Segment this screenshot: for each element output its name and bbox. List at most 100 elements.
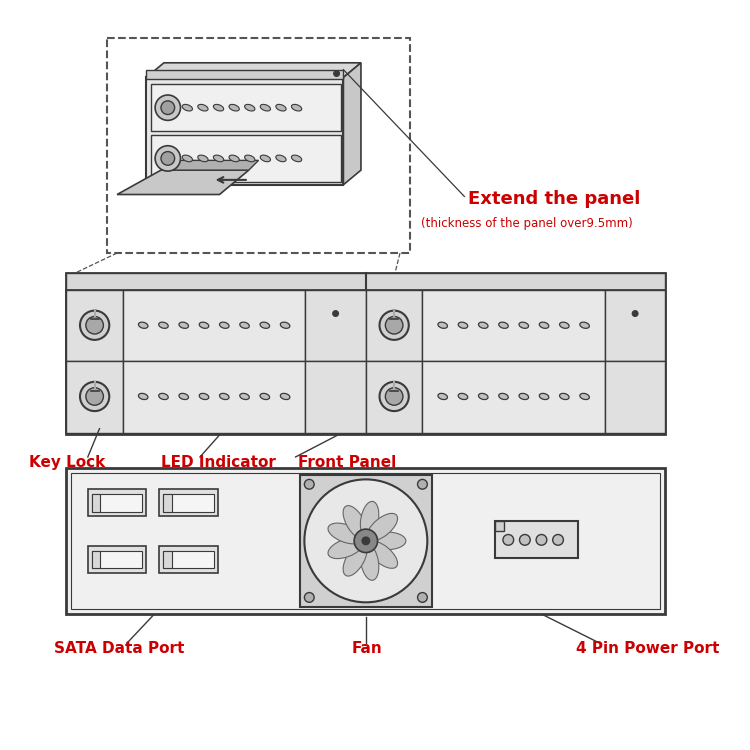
Ellipse shape — [229, 104, 239, 111]
Ellipse shape — [276, 155, 286, 162]
Ellipse shape — [214, 104, 223, 111]
Ellipse shape — [292, 155, 302, 162]
Bar — [163, 494, 214, 512]
Bar — [66, 468, 665, 614]
Circle shape — [520, 535, 530, 545]
Text: Extend the panel: Extend the panel — [468, 190, 640, 208]
Circle shape — [304, 479, 427, 602]
Ellipse shape — [344, 543, 367, 576]
Circle shape — [161, 100, 175, 115]
Ellipse shape — [458, 393, 468, 400]
Circle shape — [334, 70, 340, 76]
Ellipse shape — [159, 393, 168, 400]
Bar — [159, 546, 218, 573]
Bar — [66, 362, 366, 433]
Ellipse shape — [519, 322, 529, 328]
Bar — [92, 494, 100, 512]
Text: SATA Data Port: SATA Data Port — [54, 641, 184, 656]
Ellipse shape — [478, 322, 488, 328]
Bar — [66, 290, 123, 362]
Ellipse shape — [360, 544, 379, 580]
Bar — [495, 521, 578, 559]
Ellipse shape — [539, 322, 549, 328]
Bar — [366, 362, 422, 433]
Ellipse shape — [220, 322, 229, 328]
Bar — [146, 77, 344, 184]
Circle shape — [632, 310, 638, 316]
Ellipse shape — [182, 104, 193, 111]
Ellipse shape — [198, 104, 208, 111]
Bar — [366, 362, 665, 433]
Ellipse shape — [328, 538, 363, 559]
Circle shape — [553, 535, 563, 545]
Ellipse shape — [159, 322, 168, 328]
Bar — [70, 277, 662, 430]
Ellipse shape — [200, 393, 208, 400]
Ellipse shape — [519, 393, 529, 400]
Ellipse shape — [244, 104, 255, 111]
Ellipse shape — [179, 322, 188, 328]
Bar — [66, 272, 665, 290]
Ellipse shape — [344, 506, 367, 539]
Ellipse shape — [580, 322, 590, 328]
Bar — [71, 472, 661, 609]
Ellipse shape — [280, 322, 290, 328]
Bar — [604, 290, 665, 362]
Bar — [422, 362, 604, 433]
Text: Key Lock: Key Lock — [29, 455, 106, 470]
Text: Fan: Fan — [351, 641, 382, 656]
Ellipse shape — [292, 104, 302, 111]
Ellipse shape — [260, 155, 271, 162]
Ellipse shape — [139, 393, 148, 400]
Circle shape — [386, 388, 403, 405]
Text: LED Indicator: LED Indicator — [161, 455, 276, 470]
Bar — [92, 494, 142, 512]
Circle shape — [380, 310, 409, 340]
Polygon shape — [146, 63, 361, 77]
Ellipse shape — [182, 155, 193, 162]
Bar — [305, 290, 366, 362]
Bar — [159, 489, 218, 517]
Bar — [66, 272, 665, 434]
Bar — [152, 135, 341, 182]
Ellipse shape — [458, 322, 468, 328]
Ellipse shape — [360, 502, 379, 538]
Bar — [495, 521, 505, 531]
Ellipse shape — [580, 393, 590, 400]
Bar — [88, 546, 146, 573]
Ellipse shape — [367, 513, 398, 541]
Text: Front Panel: Front Panel — [298, 455, 396, 470]
Bar — [92, 550, 100, 568]
Ellipse shape — [369, 532, 406, 550]
Circle shape — [536, 535, 547, 545]
Ellipse shape — [260, 104, 271, 111]
Bar — [604, 362, 665, 433]
Ellipse shape — [499, 322, 508, 328]
Ellipse shape — [367, 541, 398, 568]
Ellipse shape — [560, 322, 569, 328]
Bar — [163, 550, 172, 568]
Ellipse shape — [478, 393, 488, 400]
Ellipse shape — [240, 393, 249, 400]
Circle shape — [304, 592, 314, 602]
Bar — [305, 362, 366, 433]
Ellipse shape — [328, 523, 363, 544]
Circle shape — [155, 95, 181, 120]
Circle shape — [86, 316, 104, 334]
Polygon shape — [117, 170, 249, 194]
Ellipse shape — [229, 155, 239, 162]
Ellipse shape — [560, 393, 569, 400]
Bar — [366, 290, 422, 362]
Bar — [163, 550, 214, 568]
Ellipse shape — [139, 322, 148, 328]
Ellipse shape — [438, 393, 448, 400]
Ellipse shape — [260, 322, 269, 328]
Circle shape — [503, 535, 514, 545]
Bar — [366, 290, 665, 362]
Circle shape — [386, 316, 403, 334]
Ellipse shape — [438, 322, 448, 328]
Ellipse shape — [214, 155, 223, 162]
Circle shape — [161, 152, 175, 165]
Ellipse shape — [244, 155, 255, 162]
Bar — [92, 550, 142, 568]
